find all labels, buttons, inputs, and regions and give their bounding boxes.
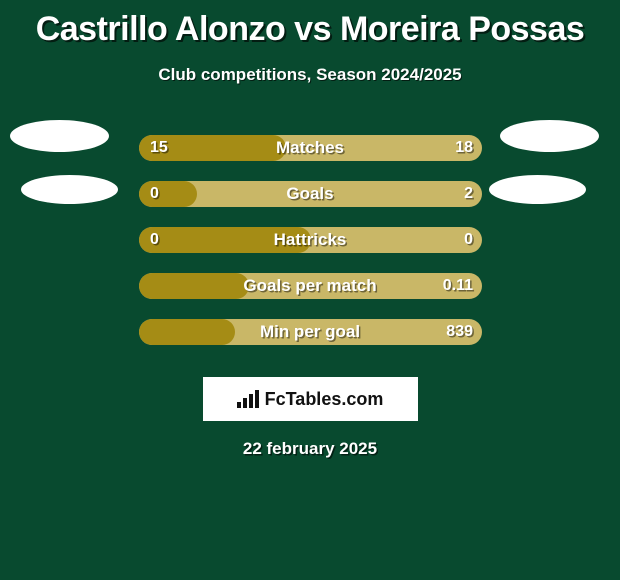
bar-track [139,227,482,253]
metric-right-value: 18 [455,135,473,161]
metric-left-value: 0 [150,181,159,207]
metrics-chart: 15 Matches 18 0 Goals 2 0 Hattricks 0 [0,125,620,355]
bar-left [139,273,249,299]
bar-left [139,181,197,207]
metric-row: Goals per match 0.11 [0,263,620,309]
metric-right-value: 2 [464,181,473,207]
comparison-infographic: Castrillo Alonzo vs Moreira Possas Club … [0,0,620,580]
metric-left-value: 0 [150,227,159,253]
bar-left [139,227,311,253]
decorative-ellipse [500,120,599,152]
date-text: 22 february 2025 [0,439,620,459]
metric-right-value: 839 [446,319,473,345]
bar-track [139,181,482,207]
page-subtitle: Club competitions, Season 2024/2025 [0,65,620,85]
page-title: Castrillo Alonzo vs Moreira Possas [0,0,620,49]
decorative-ellipse [10,120,109,152]
decorative-ellipse [21,175,118,204]
decorative-ellipse [489,175,586,204]
metric-row: 0 Hattricks 0 [0,217,620,263]
metric-left-value: 15 [150,135,168,161]
bar-track [139,273,482,299]
logo-text: FcTables.com [265,389,384,410]
metric-right-value: 0.11 [443,273,473,299]
metric-right-value: 0 [464,227,473,253]
metric-row: Min per goal 839 [0,309,620,355]
bar-left [139,319,235,345]
bar-track [139,319,482,345]
bars-icon [237,390,259,408]
site-logo: FcTables.com [203,377,418,421]
bar-track [139,135,482,161]
